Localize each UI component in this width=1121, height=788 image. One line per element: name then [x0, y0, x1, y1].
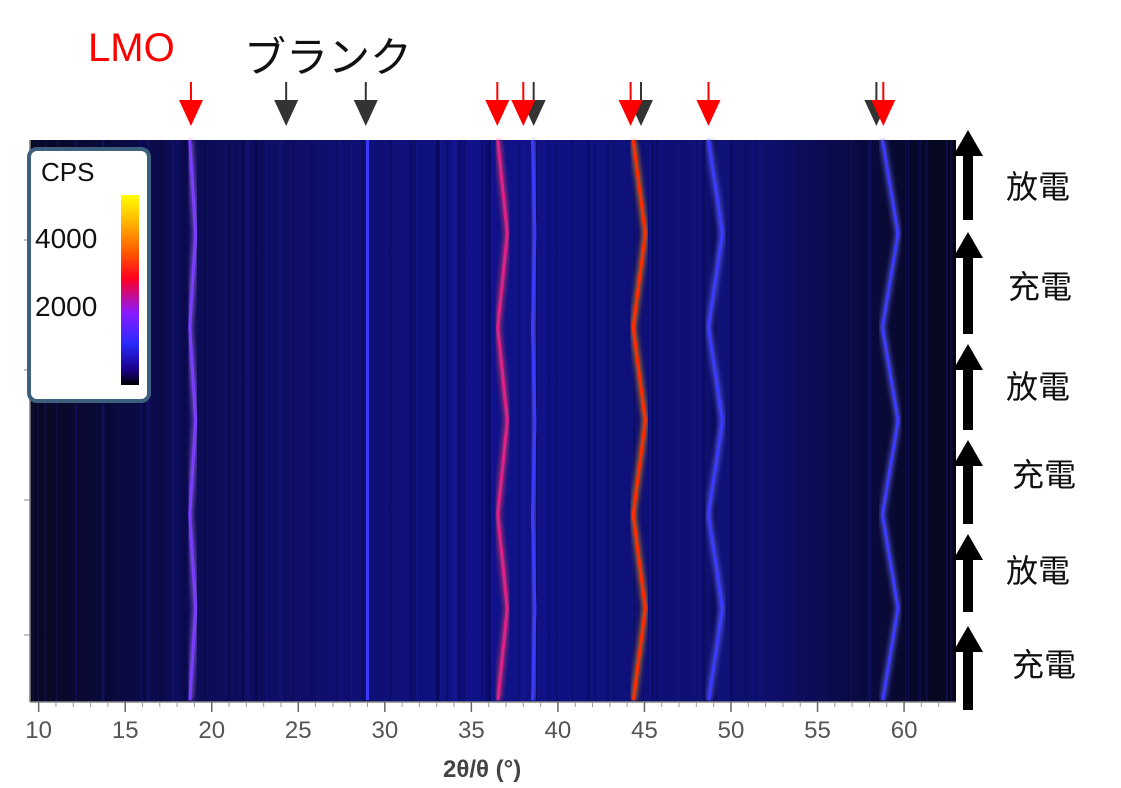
cycle-arrow-shaft-5	[963, 648, 973, 710]
x-tick-label-25: 25	[285, 717, 312, 744]
lmo-marker-0	[178, 100, 203, 126]
x-tick-label-15: 15	[112, 717, 139, 744]
cycle-label-6: 充電	[1012, 646, 1077, 684]
cycle-label-4: 充電	[1012, 456, 1077, 494]
lmo-label: LMO	[88, 26, 175, 70]
cycle-arrow-head-5	[953, 626, 983, 652]
lmo-marker-4	[696, 100, 721, 126]
colorbar-gradient	[121, 195, 139, 385]
peak-trace-4	[631, 139, 647, 701]
peak-trace-5	[707, 139, 724, 701]
colorbar-title: CPS	[41, 157, 95, 187]
peak-traces	[186, 139, 902, 701]
lmo-marker-3	[618, 100, 643, 126]
x-tick-label-40: 40	[545, 717, 572, 744]
x-tick-label-60: 60	[891, 717, 918, 744]
heatmap-plot-area	[30, 140, 956, 702]
blank-marker-0	[274, 100, 299, 126]
cycle-arrows	[953, 130, 983, 710]
peak-trace-0	[188, 139, 198, 701]
cycle-label-1: 放電	[1006, 168, 1071, 206]
colorbar-tick-2000: 2000	[35, 291, 98, 322]
colorbar-tick-4000: 4000	[35, 223, 98, 254]
cycle-arrow-shaft-3	[963, 462, 973, 524]
cycle-arrow-shaft-0	[963, 152, 973, 220]
x-tick-label-55: 55	[804, 717, 831, 744]
peak-trace-3	[530, 139, 537, 701]
x-tick-label-10: 10	[25, 717, 52, 744]
cycle-arrow-shaft-2	[963, 366, 973, 430]
peak-markers	[178, 82, 896, 126]
cycle-arrow-head-3	[953, 440, 983, 466]
cycle-arrow-head-0	[953, 130, 983, 156]
cycle-arrow-head-4	[953, 534, 983, 560]
colorbar-legend: CPS 4000 2000	[27, 147, 151, 403]
x-tick-label-30: 30	[371, 717, 398, 744]
cycle-label-3: 放電	[1006, 368, 1071, 406]
cycle-arrow-head-2	[953, 344, 983, 370]
x-tick-label-20: 20	[198, 717, 225, 744]
x-tick-label-50: 50	[718, 717, 745, 744]
lmo-marker-2	[511, 100, 536, 126]
cycle-label-5: 放電	[1006, 552, 1071, 590]
lmo-marker-5	[871, 100, 896, 126]
blank-marker-1	[353, 100, 378, 126]
cycle-label-2: 充電	[1008, 268, 1073, 306]
x-axis: 10 15 20 25 30 35 40 45 50 55 60	[24, 140, 956, 744]
blank-label: ブランク	[244, 33, 413, 82]
peak-trace-6	[880, 139, 900, 701]
cycle-arrow-shaft-4	[963, 556, 973, 612]
cycle-arrow-head-1	[953, 232, 983, 258]
cycle-arrow-shaft-1	[963, 254, 973, 334]
peak-trace-2	[496, 139, 509, 701]
x-tick-label-35: 35	[458, 717, 485, 744]
x-axis-label: 2θ/θ (°)	[443, 756, 522, 783]
lmo-marker-1	[485, 100, 510, 126]
x-tick-label-45: 45	[631, 717, 658, 744]
